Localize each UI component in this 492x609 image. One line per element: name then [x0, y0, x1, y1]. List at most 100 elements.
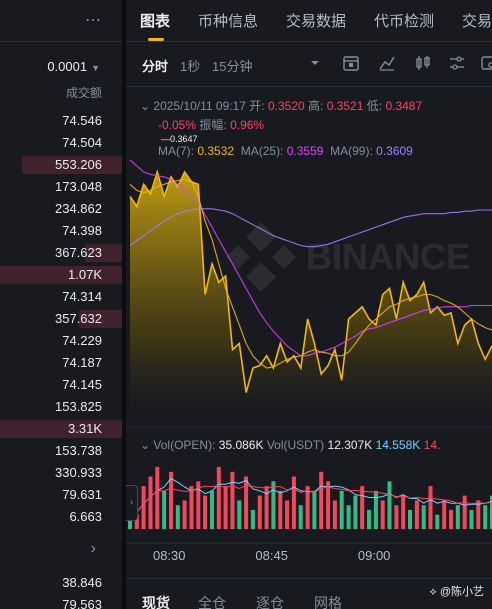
- amp-label: 振幅:: [199, 118, 227, 132]
- interval-1s[interactable]: 1秒: [180, 59, 201, 74]
- tab-bar: 图表 币种信息 交易数据 代币检测 交易: [126, 0, 492, 42]
- volume-bar: [476, 500, 481, 529]
- volume-bar: [455, 505, 460, 529]
- low-label: 低:: [366, 99, 383, 113]
- orderbook-row[interactable]: 173.048: [0, 176, 122, 198]
- volume-bar: [462, 495, 467, 529]
- volume-bar: [210, 490, 214, 529]
- indicator-icon[interactable]: [448, 54, 466, 72]
- interval-timeshare[interactable]: 分时: [142, 59, 169, 74]
- volume-bar: [305, 486, 310, 529]
- orderbook-rows-bottom: 38.846 79.563: [0, 572, 122, 609]
- volume-bar: [326, 481, 331, 529]
- ohlc-info: ⌄ 2025/10/11 09:17 开: 0.3520 高: 0.3521 低…: [140, 97, 422, 114]
- price-area-series: [129, 169, 492, 417]
- orderbook-row[interactable]: 74.546: [0, 110, 122, 132]
- divider: [0, 41, 122, 42]
- tab-coin-info[interactable]: 币种信息: [198, 13, 259, 30]
- settings-icon[interactable]: [480, 54, 492, 72]
- volume-bar: [244, 476, 249, 529]
- orderbook-row[interactable]: 74.187: [0, 352, 122, 374]
- tab-cross[interactable]: 全仓: [198, 595, 226, 609]
- tab-trade[interactable]: 交易: [462, 13, 492, 30]
- tab-isolated[interactable]: 逐仓: [256, 595, 284, 609]
- chevron-right-icon[interactable]: ›: [90, 540, 96, 557]
- orderbook-amount: 74.314: [62, 289, 102, 304]
- time-tick-label: 08:30: [152, 548, 186, 563]
- orderbook-row[interactable]: 74.314: [0, 286, 122, 308]
- volume-bar: [428, 486, 433, 529]
- volume-bar: [216, 467, 221, 529]
- more-dots-icon[interactable]: ⋯: [85, 12, 102, 29]
- volume-bar: [449, 509, 453, 529]
- chart-toolbar: 分时 1秒 15分钟: [126, 42, 492, 86]
- time-tick-label: 08:45: [255, 548, 288, 563]
- orderbook-amount: 1.07K: [68, 267, 102, 282]
- calendar-icon[interactable]: [342, 54, 360, 72]
- orderbook-row[interactable]: 74.398: [0, 220, 122, 242]
- orderbook-row[interactable]: 74.229: [0, 330, 122, 352]
- volume-bar: [490, 495, 492, 529]
- vol-open-label: Vol(OPEN):: [153, 438, 216, 452]
- volume-bar: [250, 509, 255, 529]
- tab-spot[interactable]: 现货: [142, 595, 170, 609]
- price-chart[interactable]: BINANCE: [126, 87, 492, 547]
- orderbook-amount: 74.546: [62, 113, 102, 128]
- tab-token-check[interactable]: 代币检测: [374, 13, 435, 30]
- side-handle-chevron-icon[interactable]: ›: [126, 485, 138, 521]
- vol-open-value: 35.086K: [218, 438, 264, 452]
- volume-bar: [189, 486, 194, 529]
- orderbook-row[interactable]: 553.206: [0, 154, 122, 176]
- collapse-chevron-icon[interactable]: ⌄: [140, 99, 151, 113]
- orderbook-amount: 330.933: [55, 465, 102, 480]
- change-value: -0.05%: [158, 118, 197, 132]
- tab-trade-data[interactable]: 交易数据: [286, 13, 347, 30]
- orderbook-row[interactable]: 234.862: [0, 198, 122, 220]
- volume-bar: [134, 514, 139, 529]
- orderbook-amount: 153.825: [55, 399, 102, 414]
- orderbook-row[interactable]: 38.846: [0, 572, 122, 594]
- candle-icon[interactable]: [414, 54, 432, 72]
- precision-select[interactable]: 0.0001 ▼: [47, 59, 100, 74]
- volume-bar: [148, 476, 153, 529]
- orderbook-amount: 173.048: [55, 179, 102, 194]
- watermark-logo-icon: ⟡: [429, 586, 437, 598]
- tab-chart[interactable]: 图表: [140, 13, 171, 30]
- orderbook-row[interactable]: 3.31K: [0, 418, 122, 440]
- orderbook-row[interactable]: 79.631: [0, 484, 122, 506]
- orderbook-amount: 74.398: [62, 223, 102, 238]
- ma25-label: MA(25):: [240, 144, 284, 158]
- volume-bar: [380, 500, 385, 529]
- volume-bar: [373, 490, 378, 529]
- precision-value: 0.0001: [47, 59, 88, 74]
- candle-date: 2025/10/11 09:17: [153, 99, 246, 113]
- volume-bar: [394, 505, 399, 529]
- amp-value: 0.96%: [230, 118, 265, 132]
- line-draw-icon[interactable]: [378, 54, 396, 72]
- ma99-value: 0.3609: [376, 144, 413, 158]
- orderbook-amount: 79.631: [62, 487, 102, 502]
- orderbook-row[interactable]: 330.933: [0, 462, 122, 484]
- ma25-value: 0.3559: [286, 144, 324, 158]
- orderbook-row[interactable]: 153.738: [0, 440, 122, 462]
- orderbook-row[interactable]: 1.07K: [0, 264, 122, 286]
- volume-bar: [421, 505, 426, 529]
- orderbook-row[interactable]: 367.623: [0, 242, 122, 264]
- orderbook-row[interactable]: 74.145: [0, 374, 122, 396]
- vol-ma2-value: 14.: [423, 438, 441, 452]
- orderbook-amount: 38.846: [62, 575, 102, 590]
- volume-bar: [469, 509, 474, 529]
- orderbook-row[interactable]: 357.632: [0, 308, 122, 330]
- orderbook-row[interactable]: 74.504: [0, 132, 122, 154]
- orderbook-row[interactable]: 6.663: [0, 506, 122, 528]
- collapse-chevron-icon[interactable]: ⌄: [140, 438, 151, 452]
- ma99-label: MA(99):: [330, 144, 373, 158]
- interval-15m[interactable]: 15分钟: [212, 59, 253, 74]
- chart-area[interactable]: BINANCE ⌄ 2025/10/11 09:17 开: 0.3520 高: …: [126, 86, 492, 570]
- volume-bar: [196, 481, 201, 529]
- tab-grid[interactable]: 网格: [314, 595, 342, 609]
- orderbook-row[interactable]: 79.563: [0, 594, 122, 609]
- open-value: 0.3520: [267, 99, 305, 113]
- chevron-down-icon[interactable]: [310, 58, 320, 68]
- orderbook-row[interactable]: 153.825: [0, 396, 122, 418]
